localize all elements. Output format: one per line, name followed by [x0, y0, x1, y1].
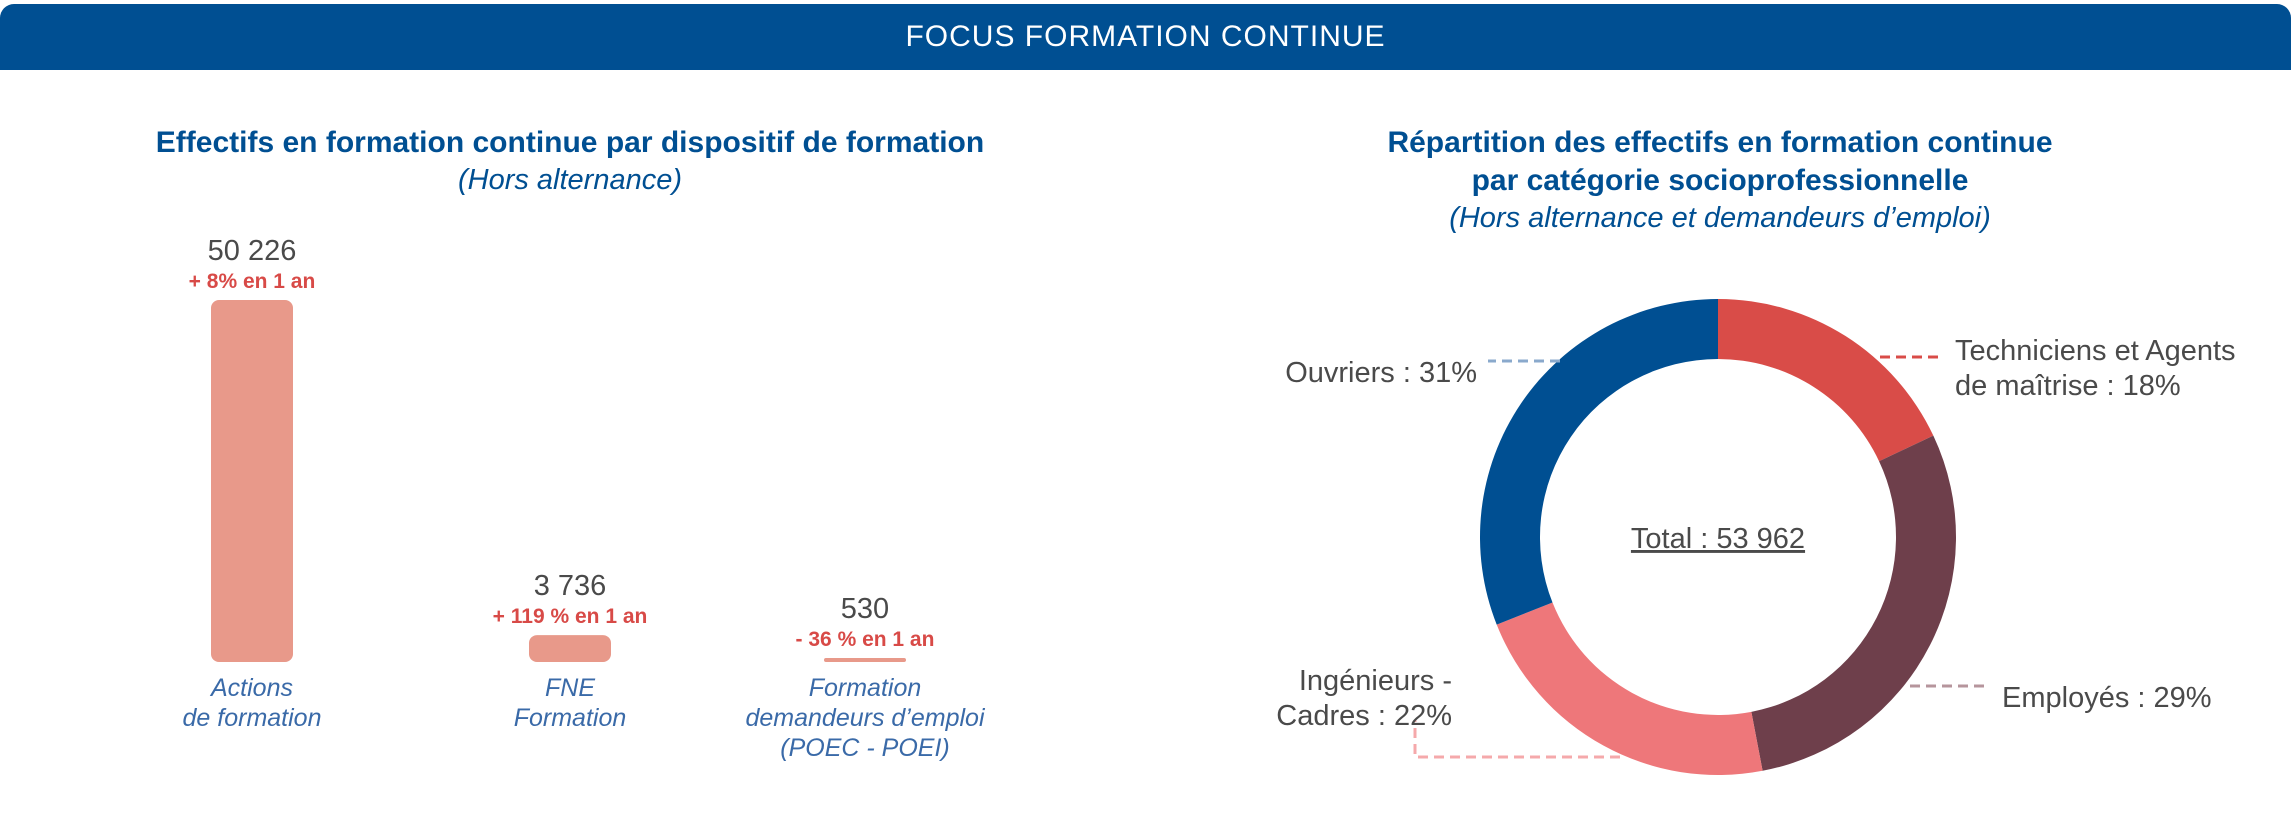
donut-total-label: Total : 53 962 [1631, 523, 1805, 555]
donut-chart-title-block: Répartition des effectifs en formation c… [1170, 124, 2270, 236]
donut-chart-title-line-2: par catégorie socioprofessionnelle [1471, 164, 1969, 197]
slice-label: Ouvriers : 31% [1285, 357, 1477, 389]
category-label: (POEC - POEI) [780, 734, 949, 762]
category-label: Actions [209, 674, 293, 702]
donut-chart-subtitle: (Hors alternance et demandeurs d’emploi) [1449, 202, 1991, 234]
leader-line [1413, 720, 1620, 759]
bar [529, 635, 611, 662]
bar-chart-title-block: Effectifs en formation continue par disp… [50, 124, 1090, 198]
banner-title: FOCUS FORMATION CONTINUE [905, 20, 1386, 53]
donut-slice [1751, 435, 1956, 771]
slice-label: Employés : 29% [2002, 682, 2212, 714]
category-label: FNE [545, 674, 595, 702]
slice-label: Techniciens et Agents [1955, 335, 2236, 367]
bar-value-label: 50 226 [208, 235, 297, 267]
slice-label: Cadres : 22% [1276, 700, 1452, 732]
bar [824, 658, 906, 662]
category-label: Formation [809, 674, 922, 702]
slice-label: de maîtrise : 18% [1955, 370, 2181, 402]
bar-change-label: - 36 % en 1 an [796, 628, 935, 651]
bar [211, 300, 293, 662]
donut-chart-title-line-1: Répartition des effectifs en formation c… [1387, 126, 2053, 159]
bar-change-label: + 119 % en 1 an [493, 605, 648, 628]
bar-chart-subtitle: (Hors alternance) [457, 164, 683, 196]
donut-slice [1718, 299, 1934, 462]
category-label: demandeurs d’emploi [745, 704, 985, 732]
donut-slice [1480, 299, 1718, 625]
bar-value-label: 530 [841, 593, 889, 625]
slice-label: Ingénieurs - [1299, 665, 1452, 697]
bar-chart-title: Effectifs en formation continue par disp… [155, 126, 985, 159]
category-label: de formation [183, 704, 322, 732]
header-banner: FOCUS FORMATION CONTINUE [0, 4, 2291, 70]
category-label: Formation [514, 704, 627, 732]
donut-slice [1496, 602, 1763, 775]
bar-change-label: + 8% en 1 an [189, 270, 316, 293]
bar-value-label: 3 736 [534, 570, 607, 602]
